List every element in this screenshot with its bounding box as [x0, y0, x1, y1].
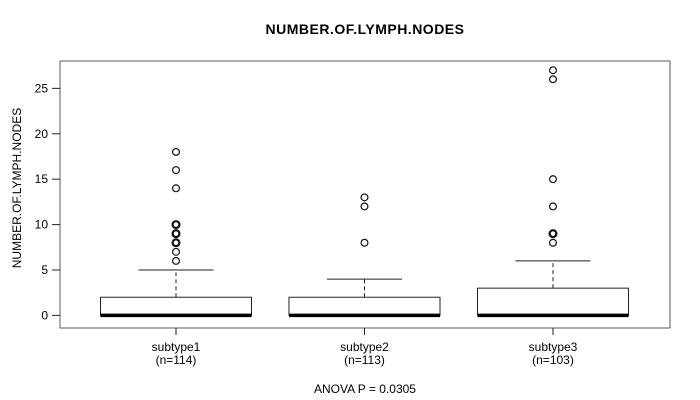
anova-p-label: ANOVA P = 0.0305 — [314, 382, 416, 396]
chart-title: NUMBER.OF.LYMPH.NODES — [265, 21, 465, 37]
y-tick-label: 0 — [41, 308, 48, 322]
outlier-point — [548, 202, 557, 211]
outlier-point — [548, 66, 557, 75]
y-tick-label: 10 — [35, 218, 49, 232]
outlier-point — [360, 193, 369, 202]
y-tick-label: 25 — [35, 81, 49, 95]
x-group-label: subtype1 — [152, 340, 201, 354]
outlier-point — [172, 247, 181, 256]
outlier-point — [360, 238, 369, 247]
x-group-label: subtype3 — [529, 340, 578, 354]
iqr-box — [288, 296, 441, 316]
y-tick-label: 5 — [41, 263, 48, 277]
outlier-point — [172, 256, 181, 265]
outlier-point — [548, 175, 557, 184]
iqr-box — [477, 287, 629, 316]
y-tick-label: 15 — [35, 172, 49, 186]
outlier-point — [171, 229, 181, 239]
outlier-point — [548, 75, 557, 84]
outlier-point — [172, 166, 181, 175]
outlier-point — [172, 147, 181, 156]
iqr-box — [100, 296, 252, 316]
outlier-point — [171, 238, 181, 248]
outlier-point — [172, 184, 181, 193]
x-group-n-label: (n=103) — [532, 353, 574, 367]
outlier-point — [171, 220, 181, 230]
x-group-n-label: (n=114) — [156, 353, 197, 367]
y-tick-label: 20 — [35, 127, 49, 141]
outlier-point — [360, 202, 369, 211]
outlier-point — [548, 229, 558, 239]
x-group-label: subtype2 — [340, 340, 389, 354]
outlier-point — [548, 238, 557, 247]
x-group-n-label: (n=113) — [344, 353, 385, 367]
